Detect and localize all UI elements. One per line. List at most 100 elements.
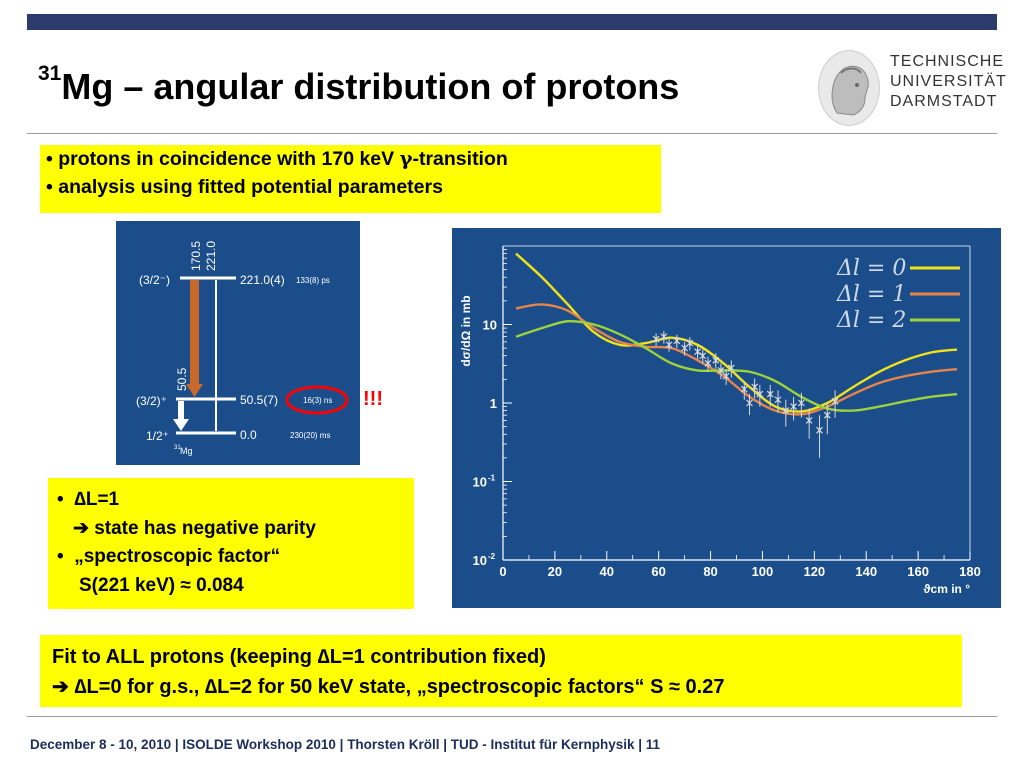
- logo-portrait-icon: [818, 50, 880, 126]
- fit-all-line-2: ➔ ∆L=0 for g.s., ∆L=2 for 50 keV state, …: [52, 676, 725, 698]
- level-energy-505: 50.5(7): [240, 393, 278, 407]
- gamma-symbol: γ: [399, 147, 413, 170]
- y-axis-label: dσ/dΩ in mb: [459, 295, 473, 366]
- level-spin-0: 1/2⁺: [146, 429, 169, 443]
- legend-label: Δl = 2: [836, 308, 906, 333]
- x-tick-label: 100: [752, 564, 774, 579]
- y-tick-label: 1: [490, 396, 497, 411]
- gamma-label-1705: 170.5: [189, 241, 203, 271]
- series-line-2: [515, 319, 958, 412]
- data-point: [704, 359, 712, 367]
- angular-distribution-chart: 10 -2 10 -1 1 10 0 20 40 60 80 100 120 140 160 180 dσ/dΩ…: [452, 228, 1001, 608]
- level-lifetime-505: 16(3) ns: [303, 396, 332, 405]
- x-tick-label: 60: [651, 564, 665, 579]
- y-tick-label: 10: [473, 475, 487, 490]
- level-spin-505: (3/2)⁺: [136, 394, 167, 408]
- page-title: 31Mg – angular distribution of protons: [38, 62, 680, 108]
- intro-line-2: • analysis using fitted potential parame…: [46, 176, 443, 198]
- x-tick-label: 20: [548, 564, 562, 579]
- legend-label: Δl = 0: [836, 256, 906, 281]
- data-point: [831, 397, 839, 405]
- delta-l1-box: • ∆L=1 ➔ state has negative parity • „sp…: [48, 478, 414, 609]
- gamma-label-2210: 221.0: [204, 241, 218, 271]
- delta-l1-item: • ∆L=1: [57, 489, 120, 510]
- spec-factor-value: S(221 keV) ≈ 0.084: [79, 574, 244, 596]
- y-tick-exponent: -1: [488, 474, 496, 483]
- logo-line: TECHNISCHE: [890, 53, 1005, 70]
- title-text: Mg – angular distribution of protons: [61, 66, 680, 107]
- logo-line: UNIVERSITÄT: [890, 73, 1007, 90]
- data-point: [681, 344, 689, 352]
- data-point: [790, 403, 798, 411]
- intro-line-1-post: -transition: [412, 148, 508, 170]
- delta-l1-text: ∆L=1: [74, 489, 120, 510]
- data-point: [797, 399, 805, 407]
- gamma-arrow-505-shaft: [178, 401, 184, 419]
- nucleus-mass: 31: [174, 445, 181, 451]
- data-point: [694, 348, 702, 356]
- footer-text: December 8 - 10, 2010 | ISOLDE Workshop …: [30, 737, 661, 752]
- spec-factor-text: „spectroscopic factor“: [74, 546, 281, 567]
- exclamation-marks: !!!: [363, 388, 383, 410]
- data-point: [756, 390, 764, 398]
- data-point: [712, 356, 720, 364]
- data-point: [782, 407, 790, 415]
- spec-factor-item: • „spectroscopic factor“: [57, 546, 281, 567]
- lifetime-highlight-circle: [285, 385, 349, 415]
- data-point: [727, 364, 735, 372]
- data-point: [686, 339, 694, 347]
- mass-number: 31: [38, 62, 62, 85]
- data-point: [823, 411, 831, 419]
- header-bar: [27, 14, 997, 30]
- data-point: [746, 399, 753, 407]
- data-point: [673, 337, 681, 345]
- university-logo: TECHNISCHE UNIVERSITÄT DARMSTADT: [804, 46, 1006, 130]
- data-point: [774, 396, 782, 404]
- parity-line: ➔ state has negative parity: [73, 517, 316, 539]
- fit-all-line-1: Fit to ALL protons (keeping ∆L=1 contrib…: [52, 646, 546, 668]
- data-point: [722, 372, 730, 380]
- data-point: [660, 333, 668, 341]
- series-line-1: [515, 303, 958, 416]
- x-tick-label: 40: [600, 564, 614, 579]
- x-axis-label: ϑcm in °: [924, 582, 971, 596]
- title-divider: [27, 133, 997, 134]
- data-point: [805, 416, 813, 424]
- x-tick-label: 160: [907, 564, 929, 579]
- intro-box: • protons in coincidence with 170 keV γ-…: [40, 145, 661, 213]
- data-point: [717, 367, 725, 374]
- x-tick-label: 120: [803, 564, 825, 579]
- level-lifetime-221: 133(8) ps: [296, 276, 330, 285]
- data-point: [766, 390, 774, 398]
- nucleus-symbol: Mg: [180, 446, 193, 456]
- level-scheme: 170.5 221.0 (3/2⁻) 221.0(4) 133(8) ps 50…: [116, 221, 360, 465]
- gamma-label-505: 50.5: [175, 367, 189, 391]
- y-tick-label: 10: [473, 553, 487, 568]
- intro-line-1-pre: • protons in coincidence with 170 keV: [46, 148, 400, 170]
- y-tick-exponent: -2: [488, 552, 496, 561]
- y-tick-label: 10: [483, 318, 497, 333]
- level-energy-221: 221.0(4): [240, 273, 285, 287]
- data-point: [699, 352, 707, 360]
- logo-text: TECHNISCHE UNIVERSITÄT DARMSTADT: [890, 52, 1007, 112]
- gamma-arrow-1705-head: [186, 384, 203, 397]
- gamma-arrow-505-head: [173, 419, 189, 431]
- level-lifetime-0: 230(20) ms: [290, 431, 330, 440]
- legend-label: Δl = 1: [836, 282, 906, 307]
- x-tick-label: 140: [855, 564, 877, 579]
- data-point: [740, 385, 748, 393]
- data-point: [665, 341, 673, 349]
- x-tick-label: 0: [499, 564, 506, 579]
- logo-line: DARMSTADT: [890, 93, 998, 110]
- level-energy-0: 0.0: [240, 428, 257, 442]
- data-point: [751, 383, 759, 391]
- data-point: [816, 426, 823, 434]
- intro-line-1: • protons in coincidence with 170 keV γ-…: [46, 145, 661, 173]
- x-tick-label: 80: [703, 564, 717, 579]
- fit-all-box: Fit to ALL protons (keeping ∆L=1 contrib…: [40, 635, 962, 707]
- data-point: [652, 335, 660, 343]
- x-tick-label: 180: [959, 564, 981, 579]
- gamma-arrow-1705-shaft: [190, 280, 199, 384]
- level-spin-221: (3/2⁻): [139, 273, 170, 287]
- footer-divider: [27, 716, 997, 717]
